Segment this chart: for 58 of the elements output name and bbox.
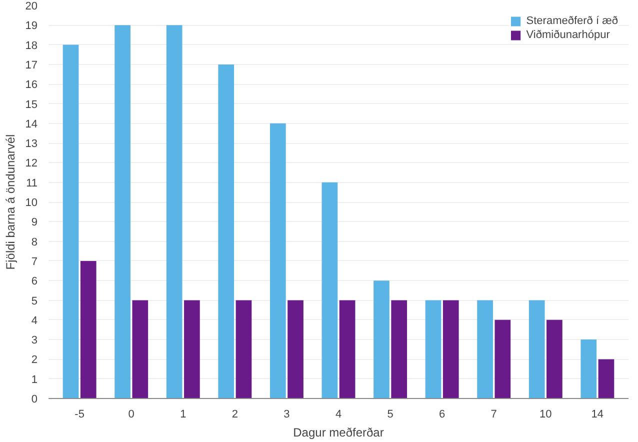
y-tick-label: 3 [31, 334, 38, 347]
bar [270, 123, 286, 398]
x-tick-label: 6 [439, 408, 446, 420]
x-tick-label: 2 [232, 408, 238, 420]
y-tick-label: 13 [25, 138, 38, 150]
bar [425, 300, 442, 398]
y-tick-label: 17 [25, 59, 38, 72]
bar [374, 280, 390, 398]
bar [184, 300, 200, 398]
y-axis-title: Fjöldi barna á öndunarvél [3, 134, 18, 270]
y-tick-label: 18 [25, 40, 38, 52]
bar [442, 300, 459, 398]
y-tick-label: 15 [25, 98, 38, 111]
bar [288, 300, 304, 398]
y-tick-label: 2 [31, 354, 38, 366]
y-tick-label: 14 [25, 118, 38, 130]
bar [132, 300, 148, 398]
bar [528, 300, 545, 398]
y-tick-label: 20 [25, 0, 38, 12]
x-tick-label: -5 [74, 408, 84, 420]
x-tick-label: 5 [387, 408, 394, 420]
bar [80, 260, 96, 398]
y-tick-label: 10 [25, 197, 38, 209]
x-tick-label: 0 [128, 408, 134, 420]
bar [114, 25, 130, 398]
bar [494, 320, 511, 398]
bar [580, 340, 597, 398]
bar [166, 25, 182, 398]
y-tick-label: 8 [31, 236, 38, 248]
x-tick-label: 14 [591, 408, 604, 420]
y-tick-label: 4 [31, 314, 38, 327]
y-tick-label: 7 [31, 256, 38, 268]
y-tick-label: 19 [25, 20, 38, 32]
bar [62, 44, 79, 398]
bar [236, 300, 252, 398]
bar [546, 320, 562, 398]
y-tick-label: 11 [26, 177, 38, 190]
x-tick-label: 3 [284, 408, 290, 420]
bar [218, 64, 234, 398]
y-tick-label: 9 [31, 216, 38, 229]
y-tick-label: 6 [31, 276, 38, 288]
bar [391, 300, 408, 398]
bar [322, 182, 338, 398]
y-tick-label: 1 [31, 374, 38, 386]
legend-label: Viðmiðunarhópur [526, 29, 610, 41]
bar [339, 300, 356, 398]
legend-label: Sterameðferð í æð [526, 15, 618, 27]
bar [477, 300, 493, 398]
y-tick-label: 0 [31, 394, 38, 406]
y-tick-label: 5 [31, 295, 38, 308]
x-tick-label: 7 [490, 408, 497, 420]
x-axis-title: Dagur meðferðar [293, 426, 384, 440]
bar [598, 359, 614, 398]
x-tick-label: 10 [540, 408, 552, 420]
y-tick-label: 12 [25, 158, 38, 170]
x-tick-label: 4 [335, 408, 342, 420]
y-tick-label: 16 [25, 79, 38, 92]
x-tick-label: 1 [180, 408, 186, 420]
